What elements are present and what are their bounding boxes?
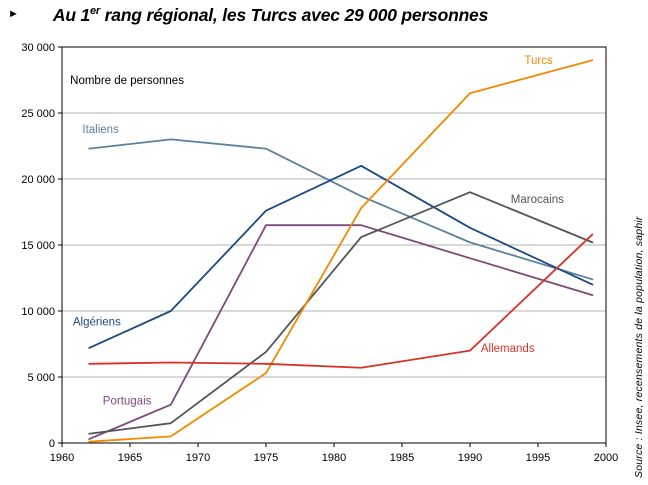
series-line-marocains (88, 191, 594, 435)
x-tick-label: 1995 (526, 452, 550, 464)
x-tick-label: 1980 (322, 452, 346, 464)
source-note: Source : Insee, recensements de la popul… (633, 216, 645, 478)
y-tick-label: 10 000 (21, 306, 55, 318)
chart-title: Au 1er rang régional, les Turcs avec 29 … (53, 5, 488, 26)
y-tick-label: 20 000 (21, 174, 55, 186)
y-tick-label: 15 000 (21, 240, 55, 252)
x-tick-label: 1990 (458, 452, 482, 464)
x-tick-label: 2000 (594, 452, 618, 464)
title-row: ► Au 1er rang régional, les Turcs avec 2… (8, 5, 640, 26)
series-line-allemands (88, 233, 594, 369)
y-axis-unit-label: Nombre de personnes (70, 75, 184, 87)
y-tick-label: 0 (49, 438, 55, 450)
series-line-italiens (88, 138, 594, 281)
y-tick-label: 30 000 (21, 42, 55, 54)
line-chart: 0 5 000 10 000 15 000 20 000 25 000 30 000 1960… (21, 42, 618, 464)
series-line-turcs (88, 59, 594, 443)
x-tick-label: 1985 (390, 452, 414, 464)
y-tick-label: 5 000 (27, 372, 55, 384)
series-label-marocains: Marocains (511, 194, 564, 206)
x-tick-label: 1970 (186, 452, 210, 464)
x-tick-label: 1965 (118, 452, 142, 464)
x-tick-label: 1975 (254, 452, 278, 464)
chart-title-superscript: er (90, 5, 101, 18)
y-tick-label: 25 000 (21, 108, 55, 120)
bullet-arrow-icon: ► (8, 8, 19, 20)
series-line-algeriens (88, 164, 594, 349)
chart-title-suffix: rang régional, les Turcs avec 29 000 per… (100, 5, 489, 25)
series-line-portugais (88, 224, 594, 440)
series-label-allemands: Allemands (481, 343, 535, 355)
series-label-italiens: Italiens (82, 124, 119, 136)
series-label-algeriens: Algériens (73, 317, 121, 329)
series-label-turcs: Turcs (524, 55, 553, 67)
series-label-portugais: Portugais (103, 396, 152, 408)
x-tick-label: 1960 (50, 452, 74, 464)
chart-title-prefix: Au 1 (52, 5, 91, 25)
